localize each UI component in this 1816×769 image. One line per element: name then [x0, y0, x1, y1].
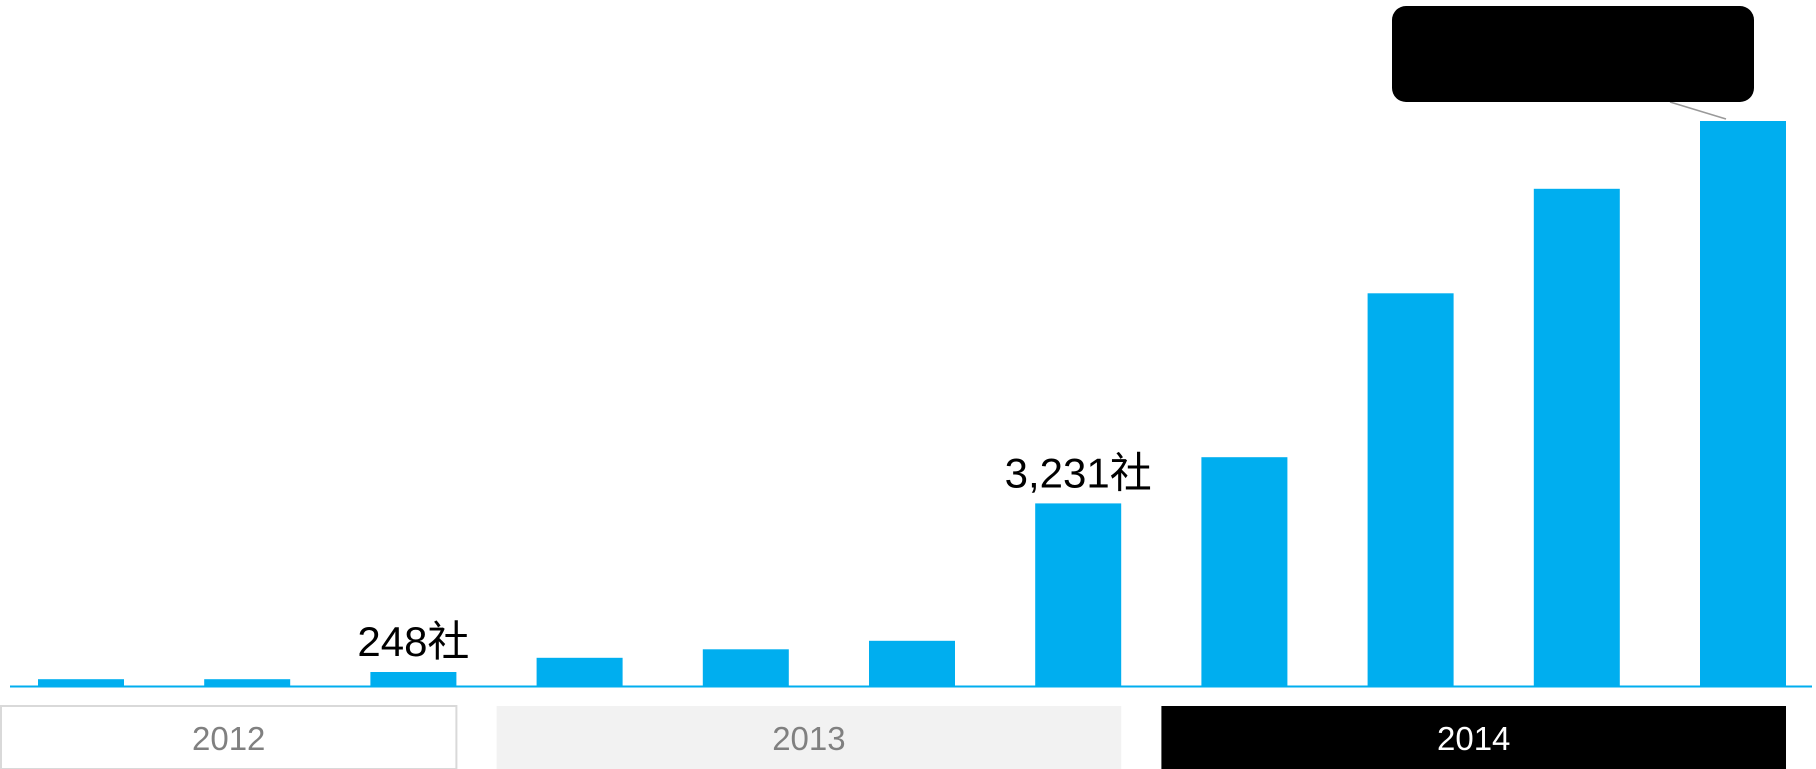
callout-group: 10,000 社 — [1392, 6, 1754, 120]
bar-8 — [1367, 293, 1454, 686]
data-label-bar-2: 248社 — [357, 618, 469, 665]
year-band-2014 — [1161, 706, 1786, 769]
data-labels-group: 248社 3,231社 — [357, 449, 1151, 665]
callout-leader-line — [1669, 101, 1727, 120]
callout-number: 10,000 — [1460, 29, 1644, 96]
callout-value: 10,000 社 — [1460, 29, 1682, 96]
year-band-2012 — [0, 705, 458, 769]
bar-2 — [370, 672, 457, 686]
bar-1 — [204, 679, 291, 686]
bar-0 — [38, 679, 124, 686]
year-label-2014: 2014 — [1437, 720, 1510, 757]
bar-6 — [1035, 503, 1122, 686]
callout-box — [1392, 6, 1754, 102]
year-bands-group: 2012 2013 2014 — [0, 705, 1786, 769]
bar-9 — [1533, 188, 1620, 687]
data-label-bar-6: 3,231社 — [1005, 449, 1152, 496]
bar-10 — [1700, 121, 1786, 686]
year-band-2013 — [496, 706, 1122, 769]
bar-5 — [869, 640, 955, 686]
bars-group — [38, 121, 1786, 687]
year-label-2012: 2012 — [192, 720, 265, 757]
bar-7 — [1201, 457, 1288, 686]
bar-4 — [702, 649, 789, 686]
callout-unit: 社 — [1658, 58, 1682, 85]
bar-3 — [536, 657, 623, 687]
year-label-2013: 2013 — [772, 720, 845, 757]
